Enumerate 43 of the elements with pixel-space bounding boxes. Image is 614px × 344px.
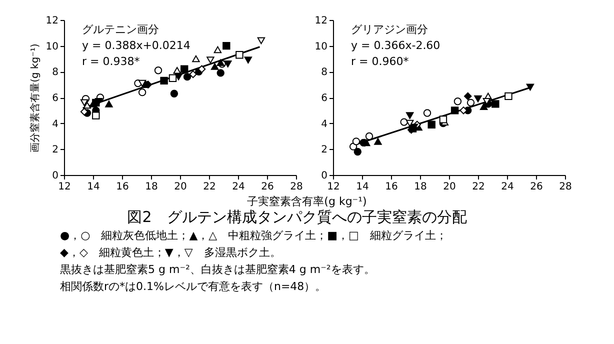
x-tick-label: 18 [145,182,158,192]
y-tick-label: 2 [321,144,328,156]
y-axis-title: 画分窒素含有量(g kg⁻¹) [28,44,41,152]
x-tick-label: 24 [501,182,514,192]
annotation: r = 0.960* [351,55,410,68]
y-tick-label: 6 [321,93,328,104]
x-tick-label: 28 [290,182,303,192]
y-tick-label: 8 [321,67,328,78]
x-tick-label: 26 [261,182,274,192]
y-tick-label: 0 [321,170,328,182]
y-tick-label: 0 [52,170,58,182]
annotation: y = 0.388x+0.0214 [82,39,190,52]
y-tick-label: 10 [46,41,58,52]
text: 相関係数rの*は0.1%レベルで有意を表す（n=48）。 [60,279,328,295]
y-tick-label: 12 [314,16,328,26]
annotation: y = 0.366x-2.60 [351,39,440,52]
annotation: r = 0.938* [82,55,140,68]
text: ◆，◇ 細粒黄色土；▼，▽ 多湿黒ボク土。 [60,245,282,261]
y-tick-label: 4 [321,118,328,130]
x-tick-label: 26 [530,182,543,192]
x-tick-label: 18 [414,182,427,192]
x-tick-label: 16 [116,182,129,192]
chart-title: グルテニン画分 [82,23,159,36]
y-tick-label: 6 [52,93,58,104]
y-tick-label: 2 [52,144,58,156]
x-tick-label: 20 [174,182,187,192]
x-tick-label: 14 [87,182,100,192]
x-axis-title: 子実窒素含有率(g kg⁻¹) [246,194,368,209]
text: ●，○ 細粒灰色低地土；▲，△ 中粗粒強グライ土；■，□ 細粒グライ土； [60,228,448,244]
y-tick-label: 8 [52,67,58,78]
text: 黒抜きは基肥窒素5 g m⁻²、白抜きは基肥窒素4 g m⁻²を表す。 [60,262,376,278]
chart-title: グリアジン画分 [351,23,428,36]
x-tick-label: 22 [472,182,485,192]
x-tick-label: 14 [356,182,369,192]
y-tick-label: 10 [314,41,328,52]
x-tick-label: 20 [443,182,456,192]
text: 図2 グルテン構成タンパク質への子実窒素の分配 [126,208,468,227]
x-tick-label: 22 [203,182,216,192]
x-tick-label: 28 [559,182,572,192]
x-tick-label: 16 [385,182,398,192]
y-tick-label: 12 [46,16,58,26]
y-tick-label: 4 [52,118,58,130]
x-tick-label: 24 [232,182,245,192]
